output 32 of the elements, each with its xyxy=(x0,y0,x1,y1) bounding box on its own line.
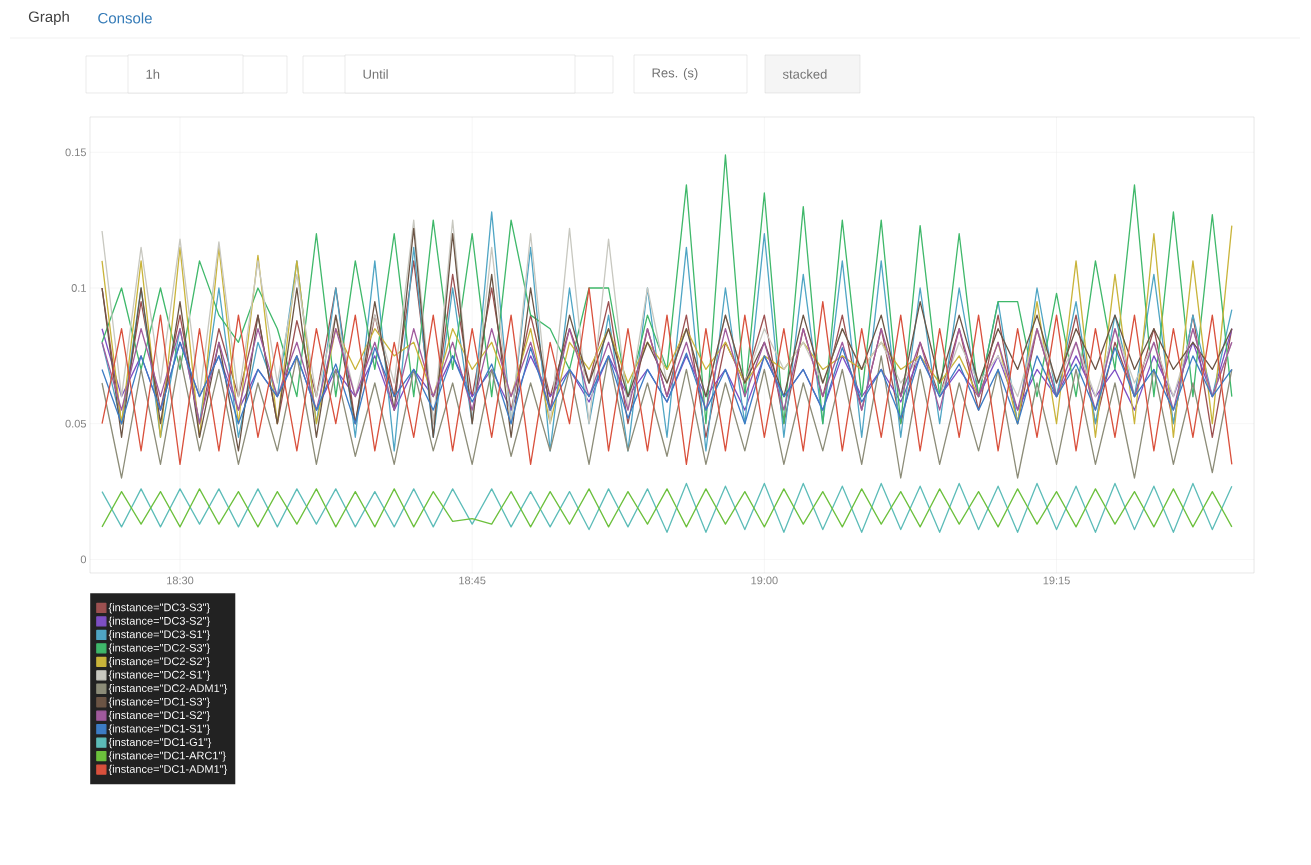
text: Res. (s) xyxy=(652,67,698,81)
y-tick-label: 0.15 xyxy=(65,148,86,157)
legend-label: {instance="DC1-ARC1"} xyxy=(108,751,226,762)
x-tick-label: 18:30 xyxy=(167,576,194,585)
line-series xyxy=(101,482,1233,533)
legend-label: {instance="DC1-S2"} xyxy=(108,710,210,722)
legend-label: {instance="DC2-ADM1"} xyxy=(108,684,228,695)
text: 1h xyxy=(146,69,160,79)
legend-label: {instance="DC3-S2"} xyxy=(108,616,210,627)
legend-label: {instance="DC2-S3"} xyxy=(108,643,210,654)
text: Console xyxy=(98,12,152,24)
line-series xyxy=(101,488,1233,528)
legend-label: {instance="DC2-S1"} xyxy=(108,670,210,681)
legend-label: {instance="DC2-S2"} xyxy=(108,657,210,668)
legend-label: {instance="DC3-S1"} xyxy=(108,630,210,641)
legend-label: {instance="DC3-S3"} xyxy=(108,603,210,614)
x-tick-label: 19:00 xyxy=(751,576,778,585)
text: Until xyxy=(363,69,388,79)
y-tick-label: 0 xyxy=(80,555,87,564)
line-series xyxy=(101,287,1233,466)
line-series xyxy=(101,355,1233,479)
legend-label: {instance="DC1-S1"} xyxy=(108,724,210,735)
line-series xyxy=(101,154,1233,425)
x-tick-label: 18:45 xyxy=(459,576,486,585)
x-tick-label: 19:15 xyxy=(1043,576,1070,585)
y-tick-label: 0.05 xyxy=(65,419,86,428)
legend-label: {instance="DC1-G1"} xyxy=(108,737,212,749)
legend-label: {instance="DC1-S3"} xyxy=(108,697,210,708)
text: stacked xyxy=(782,69,827,79)
text: Graph xyxy=(28,11,69,25)
legend-label: {instance="DC1-ADM1"} xyxy=(108,764,228,776)
y-tick-label: 0.1 xyxy=(71,284,86,292)
